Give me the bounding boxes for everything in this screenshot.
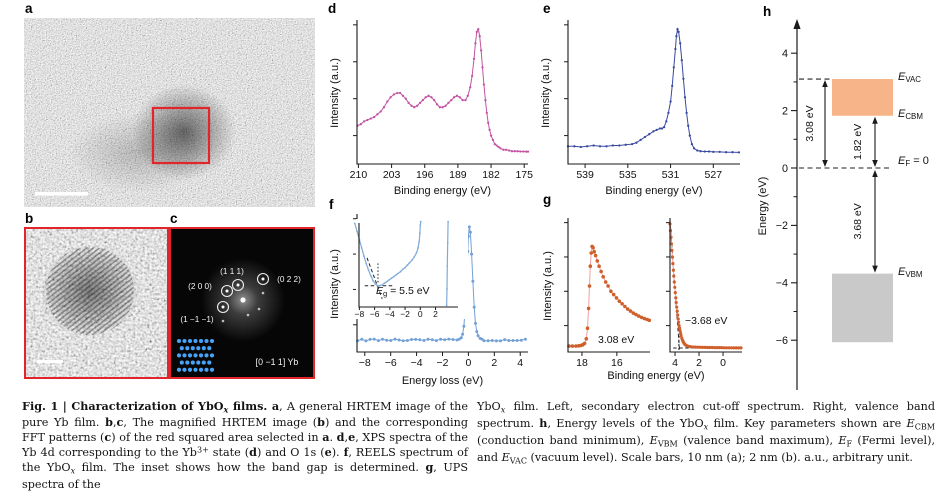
svg-text:0: 0 xyxy=(465,357,471,369)
svg-text:−2: −2 xyxy=(776,220,788,232)
xps-o1s-chart: 539 535 531 527Binding energy (eV)Intensity… xyxy=(542,14,758,212)
figure-1: a b c d e f g h xyxy=(0,0,944,497)
svg-text:182: 182 xyxy=(482,169,500,181)
svg-text:210: 210 xyxy=(350,169,368,181)
panel-label-g: g xyxy=(543,192,551,207)
cutoff-energy-annotation: 3.08 eV xyxy=(598,334,634,346)
svg-text:0: 0 xyxy=(720,357,726,369)
panel-label-c: c xyxy=(170,211,178,226)
fft-label-200: (2 0 0) xyxy=(188,282,212,291)
svg-text:1.82 eV: 1.82 eV xyxy=(852,124,864,160)
band-gap-annotation: Eg = 5.5 eV xyxy=(376,285,430,298)
ups-charts: 18 16 4 2 0 Intensity (a.u.) xyxy=(540,196,754,396)
scale-bar-10nm xyxy=(35,192,88,196)
svg-text:203: 203 xyxy=(383,169,401,181)
caption-left-column: Fig. 1 | Characterization of YbOx films.… xyxy=(22,399,468,492)
svg-text:−4: −4 xyxy=(776,278,788,290)
fermi-level-label: EF = 0 xyxy=(898,155,929,168)
ecbm-label: ECBM xyxy=(898,108,923,121)
svg-text:535: 535 xyxy=(619,169,637,181)
fft-label-111: (1 1 1) xyxy=(220,267,244,276)
svg-text:18: 18 xyxy=(576,357,588,369)
panel-label-b: b xyxy=(25,211,33,226)
svg-text:−4: −4 xyxy=(411,357,423,369)
caption-right-column: YbOx film. Left, secondary electron cut-… xyxy=(477,399,935,467)
svg-text:2: 2 xyxy=(696,357,702,369)
svg-text:Intensity (a.u.): Intensity (a.u.) xyxy=(542,251,554,321)
svg-text:3.68 eV: 3.68 eV xyxy=(852,203,864,239)
svg-text:Intensity (a.u.): Intensity (a.u.) xyxy=(329,58,341,128)
svg-text:Energy (eV): Energy (eV) xyxy=(757,177,769,236)
fft-zone-axis-label: [0 −1 1] Yb xyxy=(256,357,299,367)
svg-text:539: 539 xyxy=(576,169,594,181)
svg-text:3.08 eV: 3.08 eV xyxy=(804,105,816,141)
svg-text:2: 2 xyxy=(433,309,438,319)
svg-text:−4: −4 xyxy=(385,309,395,319)
svg-text:4: 4 xyxy=(782,48,788,60)
panel-label-d: d xyxy=(328,1,336,16)
energy-level-diagram: 4 2 0 −2 −4 −6 Energy (eV) 3.08 eV 1.82 eV 3.68 e… xyxy=(755,6,944,398)
svg-text:16: 16 xyxy=(611,357,623,369)
xps-yb4d-chart: 210 203 196 189 182 175Binding energy (eV)Int… xyxy=(327,14,543,212)
svg-text:Energy loss (eV): Energy loss (eV) xyxy=(402,375,483,387)
evbm-label: EVBM xyxy=(898,266,922,279)
svg-text:−2: −2 xyxy=(400,309,410,319)
evac-label: EVAC xyxy=(898,71,921,84)
svg-text:2: 2 xyxy=(491,357,497,369)
hrtem-image-b xyxy=(24,227,169,379)
panel-label-f: f xyxy=(329,197,334,212)
svg-text:527: 527 xyxy=(705,169,723,181)
svg-text:−8: −8 xyxy=(355,309,365,319)
svg-text:Intensity (a.u.): Intensity (a.u.) xyxy=(329,249,341,319)
scale-bar-2nm xyxy=(37,360,63,363)
hrtem-image-a xyxy=(24,18,315,207)
svg-text:531: 531 xyxy=(662,169,680,181)
svg-text:−6: −6 xyxy=(385,357,397,369)
svg-text:189: 189 xyxy=(449,169,467,181)
fft-label-022: (0 2 2) xyxy=(277,275,301,284)
svg-text:2: 2 xyxy=(782,105,788,117)
svg-text:−6: −6 xyxy=(776,335,788,347)
svg-text:175: 175 xyxy=(515,169,533,181)
panel-label-e: e xyxy=(543,1,551,16)
svg-text:−8: −8 xyxy=(359,357,371,369)
svg-text:Intensity (a.u.): Intensity (a.u.) xyxy=(540,58,552,128)
svg-text:4: 4 xyxy=(517,357,523,369)
svg-text:0: 0 xyxy=(782,163,788,175)
fft-label-1m1m1: (1 −1 −1) xyxy=(180,315,213,324)
svg-text:−2: −2 xyxy=(437,357,449,369)
svg-text:−6: −6 xyxy=(370,309,380,319)
panel-label-a: a xyxy=(25,1,33,16)
band-gap-inset-chart: −8 −6 −4 −2 0 2 xyxy=(356,219,468,319)
svg-text:4: 4 xyxy=(672,357,678,369)
panel-label-h: h xyxy=(763,4,771,19)
svg-text:196: 196 xyxy=(416,169,434,181)
svg-text:0: 0 xyxy=(418,309,423,319)
fft-pattern-c: (1 1 1) (2 0 0) (0 2 2) (1 −1 −1) [0 −1 … xyxy=(169,227,315,379)
vbm-energy-annotation: −3.68 eV xyxy=(685,315,727,327)
g-xaxis-label: Binding energy (eV) xyxy=(565,370,747,382)
